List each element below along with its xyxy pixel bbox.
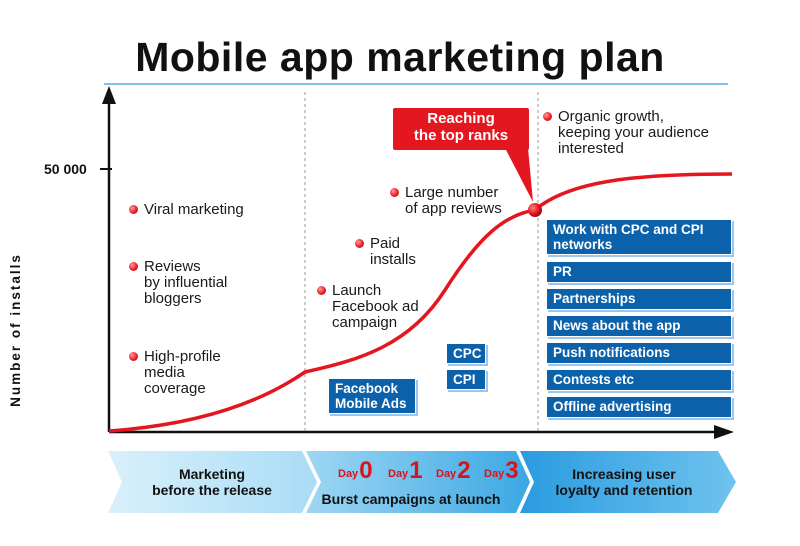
day-0: Day 0 — [338, 456, 373, 483]
retention-box-partnerships: Partnerships — [546, 288, 732, 310]
phase-band-retention — [520, 451, 736, 513]
day-number: 1 — [409, 457, 423, 484]
note-organic-growth: Organic growth, keeping your audience in… — [558, 108, 709, 157]
note-app-reviews: Large number of app reviews — [405, 184, 502, 217]
day-word: Day — [338, 468, 359, 480]
phase-label-launch: Burst campaigns at launch — [321, 491, 501, 507]
phase-label-before-release: Marketing before the release — [152, 466, 272, 498]
note-viral-marketing: Viral marketing — [144, 201, 244, 218]
phase-band-before-release — [108, 451, 317, 513]
day-number: 3 — [505, 457, 519, 484]
x-axis-arrow — [714, 425, 734, 439]
cpc-box: CPC — [446, 343, 486, 364]
y-axis-label: Number of installs — [8, 253, 23, 407]
retention-box-push: Push notifications — [546, 342, 732, 364]
y-tick-label: 50 000 — [44, 161, 87, 177]
day-word: Day — [388, 468, 409, 480]
note-influential-bloggers: Reviews by influential bloggers — [144, 258, 228, 307]
bullet-dot — [129, 262, 138, 271]
retention-box-offline: Offline advertising — [546, 396, 732, 418]
callout-text: Reaching the top ranks — [413, 110, 509, 144]
callout-pointer — [505, 148, 533, 202]
bullet-dot — [317, 286, 326, 295]
day-word: Day — [484, 468, 505, 480]
phase-band-launch — [306, 451, 530, 513]
bullet-dot — [543, 112, 552, 121]
bullet-dot — [129, 205, 138, 214]
day-number: 2 — [457, 457, 471, 484]
facebook-mobile-ads-box: Facebook Mobile Ads — [328, 378, 416, 414]
bullet-dot — [129, 352, 138, 361]
bullet-dot — [390, 188, 399, 197]
note-paid-installs: Paid installs — [370, 235, 416, 268]
phase-label-retention: Increasing user loyalty and retention — [555, 466, 693, 498]
growth-curve — [108, 172, 733, 433]
retention-box-pr: PR — [546, 261, 732, 283]
bullet-dot — [355, 239, 364, 248]
day-number: 0 — [359, 457, 373, 484]
top-ranks-callout: Reaching the top ranks — [393, 108, 529, 150]
page-title: Mobile app marketing plan — [135, 34, 665, 80]
note-media-coverage: High-profile media coverage — [144, 348, 221, 397]
day-1: Day 1 — [388, 456, 423, 483]
cpi-box: CPI — [446, 369, 486, 390]
day-2: Day 2 — [436, 456, 471, 483]
day-word: Day — [436, 468, 457, 480]
top-ranks-point — [528, 203, 542, 217]
note-facebook-campaign: Launch Facebook ad campaign — [332, 282, 419, 331]
y-axis-arrow — [102, 86, 116, 104]
day-3: Day 3 — [484, 456, 519, 483]
retention-box-news: News about the app — [546, 315, 732, 337]
retention-box-cpc-cpi-networks: Work with CPC and CPI networks — [546, 219, 732, 255]
retention-box-contests: Contests etc — [546, 369, 732, 391]
